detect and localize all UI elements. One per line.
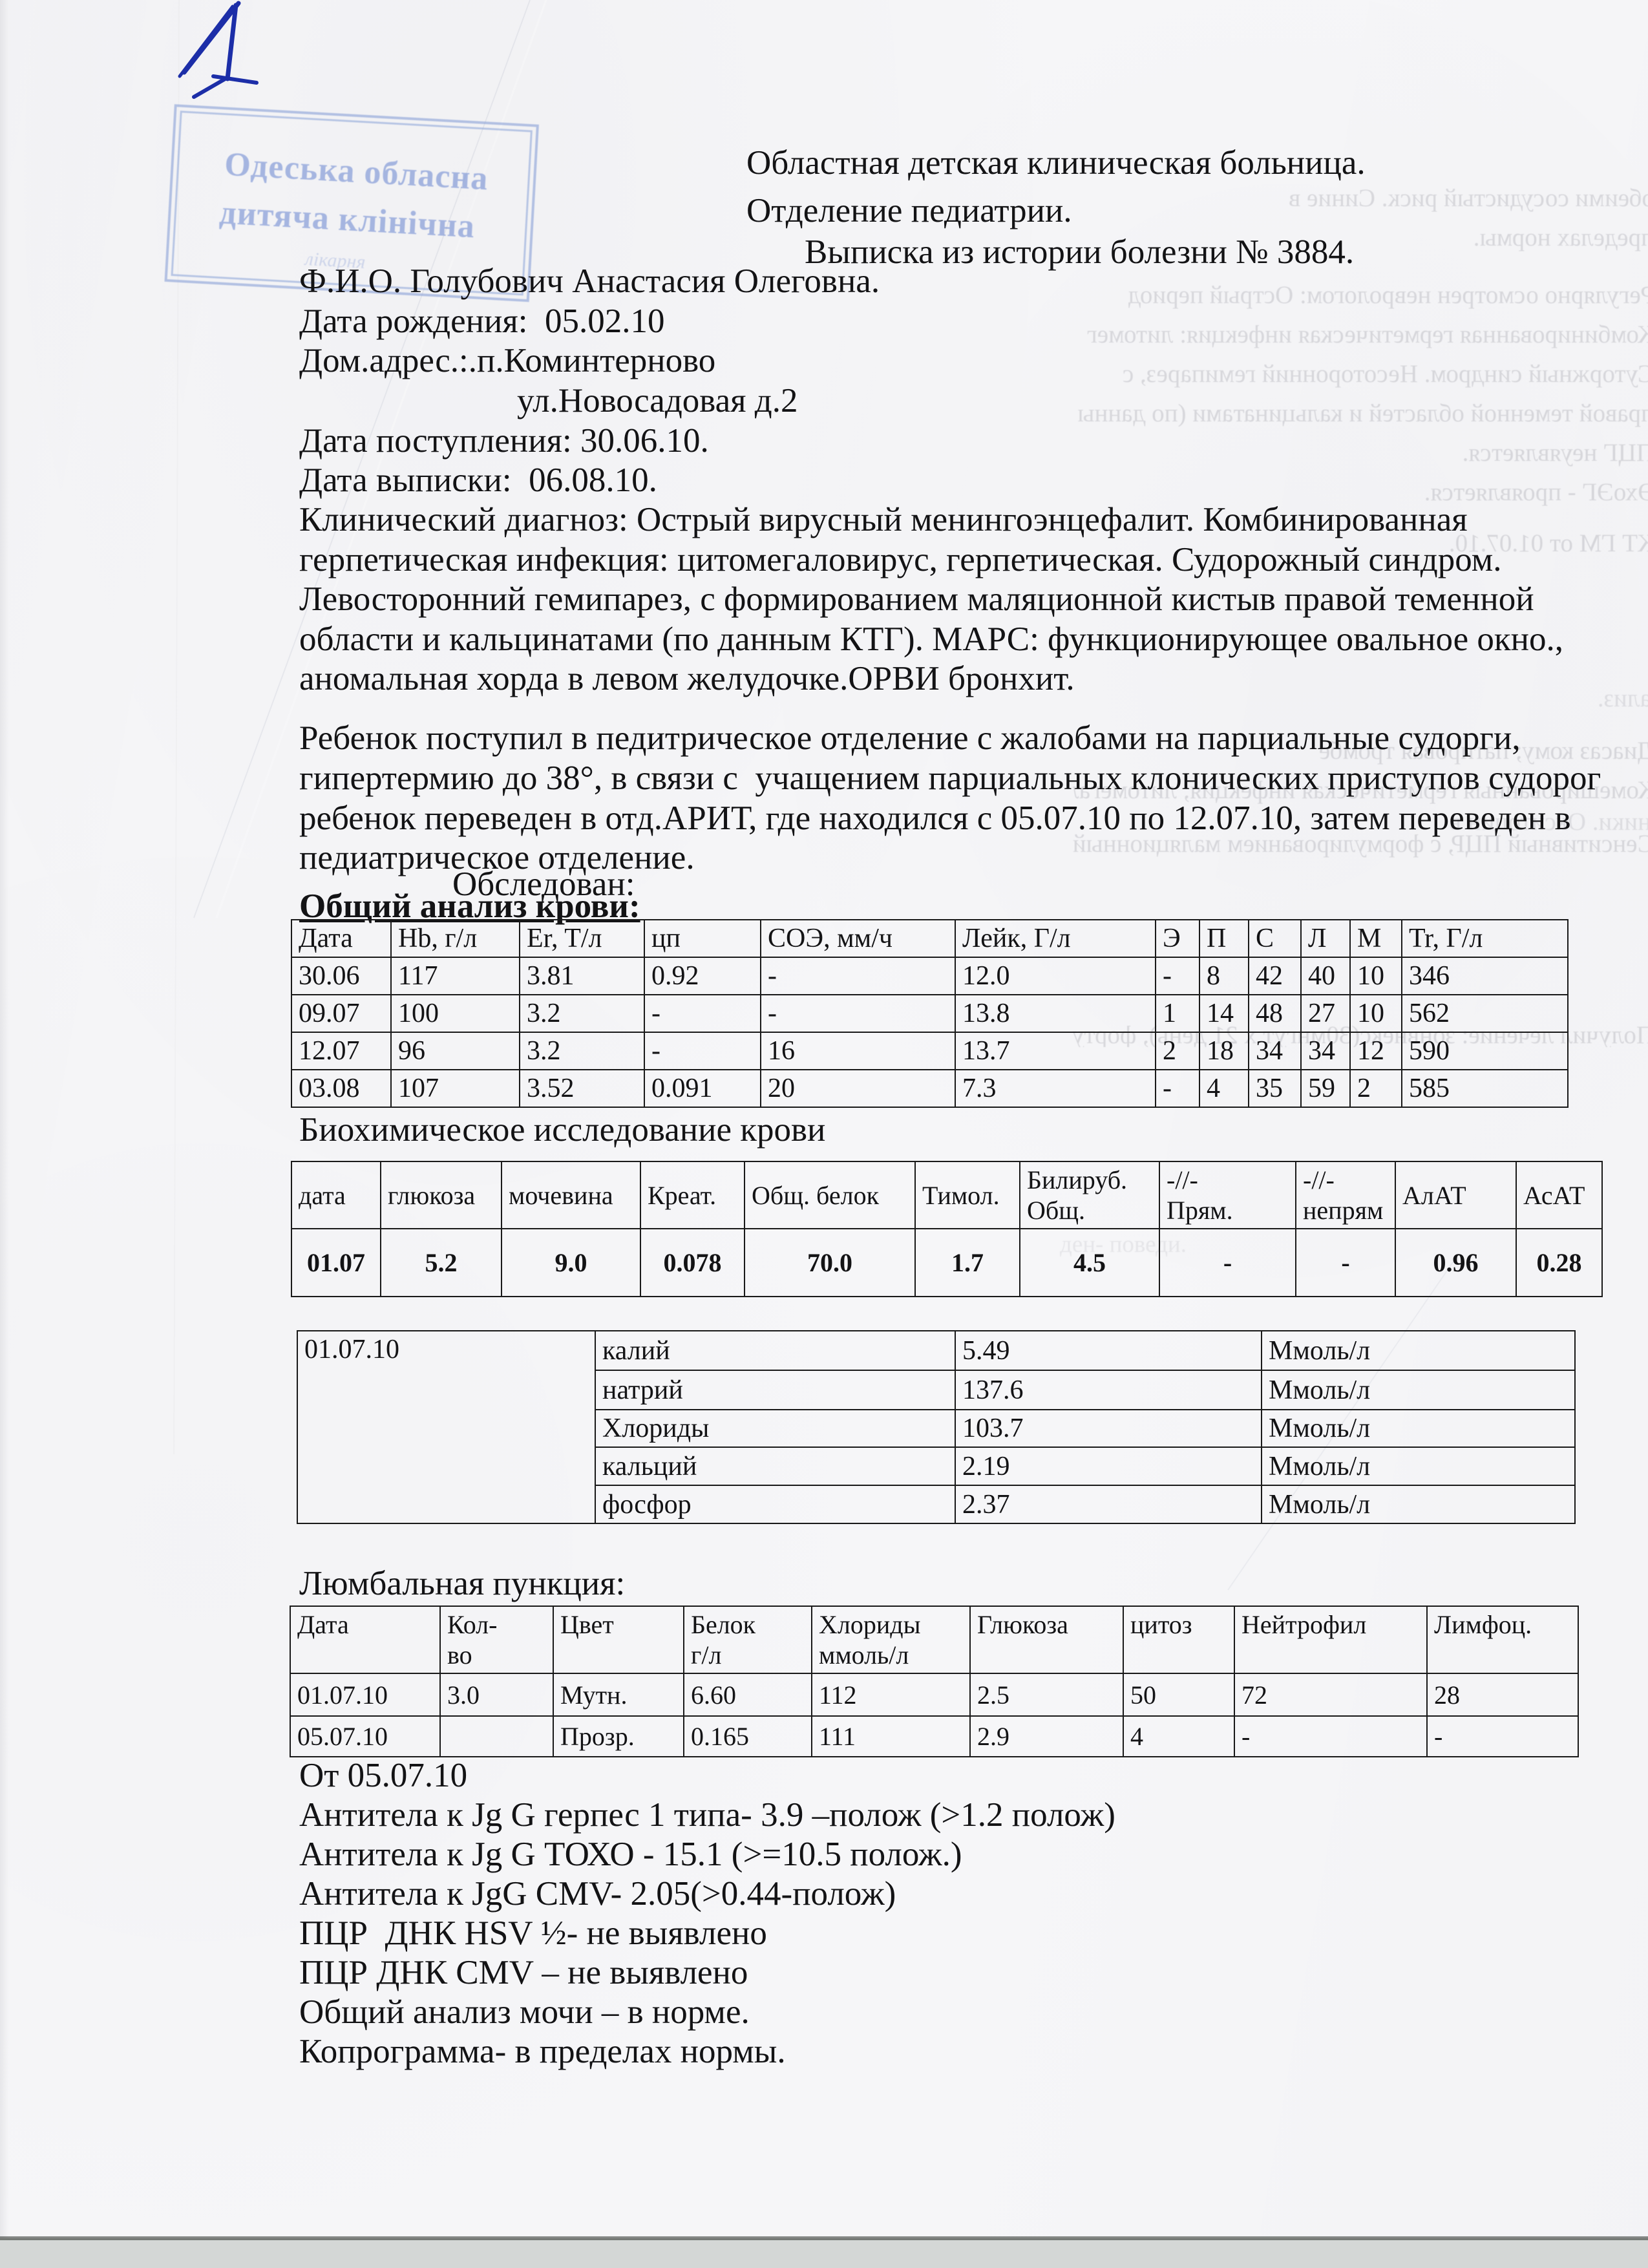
svg-text:дитяча клінічна: дитяча клінічна bbox=[218, 194, 476, 245]
svg-text:Одеська обласна: Одеська обласна bbox=[224, 146, 489, 198]
